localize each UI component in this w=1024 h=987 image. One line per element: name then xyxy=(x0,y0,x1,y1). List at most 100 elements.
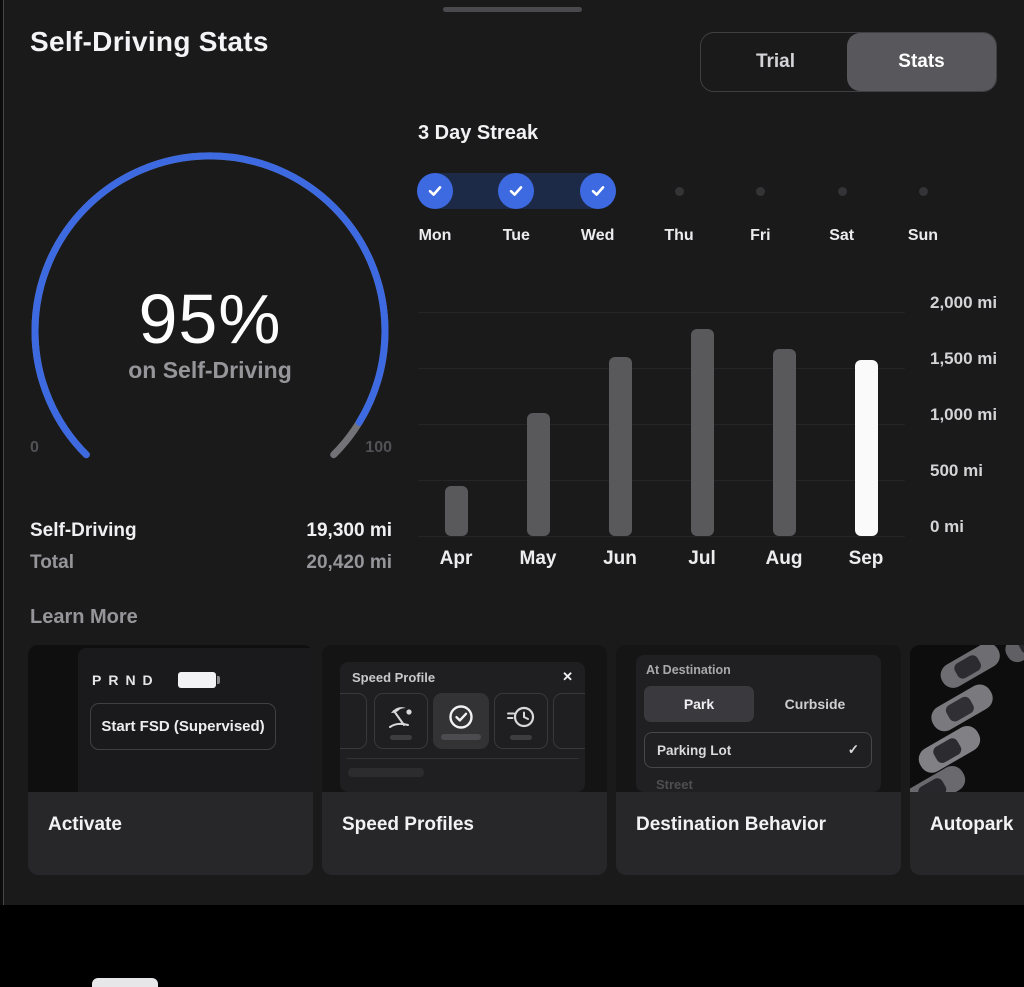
self-driving-gauge: 95% on Self-Driving 0 100 xyxy=(28,149,392,461)
card-autopark-preview xyxy=(910,645,1024,792)
day-label: Sun xyxy=(893,227,953,245)
card-strip: Destination Behavior xyxy=(616,792,901,875)
profile-tile-hurry xyxy=(494,693,548,749)
y-tick: 1,500 mi xyxy=(930,349,1024,369)
tile-caption-placeholder xyxy=(510,735,532,740)
gear-selector-letters: PRND xyxy=(92,672,160,688)
mileage-label: Self-Driving xyxy=(30,520,137,542)
dialog-divider xyxy=(346,758,579,759)
mileage-label: Total xyxy=(30,552,74,574)
card-label: Activate xyxy=(48,814,122,836)
idle-dot-icon xyxy=(675,187,684,196)
check-icon xyxy=(580,173,616,209)
gauge-min-label: 0 xyxy=(30,439,39,457)
card-destination-preview: At Destination Park Curbside Parking Lot… xyxy=(616,645,901,792)
battery-icon xyxy=(178,672,216,688)
speed-clock-icon xyxy=(506,704,536,730)
day-label: Wed xyxy=(568,227,628,245)
y-tick: 500 mi xyxy=(930,461,1024,481)
trial-stats-toggle: Trial Stats xyxy=(700,32,997,92)
check-icon xyxy=(498,173,534,209)
dock-indicator-pill xyxy=(92,978,158,987)
mileage-row-self-driving: Self-Driving 19,300 mi xyxy=(30,515,392,547)
segment-park: Park xyxy=(644,686,754,722)
gear-row: PRND xyxy=(92,672,216,688)
gauge-max-label: 100 xyxy=(348,439,392,457)
close-icon: ✕ xyxy=(562,669,573,685)
check-icon: ✓ xyxy=(848,742,859,758)
card-activate[interactable]: PRND Start FSD (Supervised) Activate xyxy=(28,645,313,875)
dialog-text-placeholder xyxy=(348,768,424,777)
bar-aug xyxy=(744,280,824,536)
bar-apr xyxy=(416,280,496,536)
mileage-value: 20,420 mi xyxy=(306,552,392,574)
x-tick: Sep xyxy=(826,548,906,570)
x-tick: Jun xyxy=(580,548,660,570)
page-title: Self-Driving Stats xyxy=(30,26,269,58)
x-tick: Apr xyxy=(416,548,496,570)
y-tick: 1,000 mi xyxy=(930,405,1024,425)
learn-more-heading: Learn More xyxy=(30,606,138,629)
card-speed-preview: Speed Profile ✕ xyxy=(322,645,607,792)
tile-caption-placeholder xyxy=(390,735,412,740)
card-strip: Autopark xyxy=(910,792,1024,875)
dialog-title: Speed Profile xyxy=(352,670,435,685)
mileage-row-total: Total 20,420 mi xyxy=(30,547,392,579)
next-option-cutoff: Street xyxy=(656,777,693,792)
bar-jul xyxy=(662,280,742,536)
card-strip: Speed Profiles xyxy=(322,792,607,875)
app-dock xyxy=(0,905,1024,987)
card-label: Destination Behavior xyxy=(636,814,826,836)
card-destination-behavior[interactable]: At Destination Park Curbside Parking Lot… xyxy=(616,645,901,875)
card-autopark[interactable]: Autopark xyxy=(910,645,1024,875)
y-tick: 2,000 mi xyxy=(930,293,1024,313)
monthly-miles-bar-chart: Apr May Jun Jul Aug Sep 2,000 mi 1,500 m… xyxy=(418,280,905,580)
idle-dot-icon xyxy=(756,187,765,196)
day-label: Tue xyxy=(486,227,546,245)
tab-trial[interactable]: Trial xyxy=(701,33,850,91)
mileage-value: 19,300 mi xyxy=(306,520,392,542)
card-label: Speed Profiles xyxy=(342,814,474,836)
streak-day-mon: Mon xyxy=(405,173,465,248)
card-label: Autopark xyxy=(930,814,1013,836)
card-activate-preview: PRND Start FSD (Supervised) xyxy=(28,645,313,792)
self-driving-stats-sheet: Self-Driving Stats Trial Stats 3 Day Str… xyxy=(0,0,1024,905)
bar-jun xyxy=(580,280,660,536)
gauge-value: 95% xyxy=(28,279,392,359)
bar-sep xyxy=(826,280,906,536)
check-icon xyxy=(417,173,453,209)
x-tick: May xyxy=(498,548,578,570)
x-tick: Jul xyxy=(662,548,742,570)
card-speed-profiles[interactable]: Speed Profile ✕ xyxy=(322,645,607,875)
day-label: Mon xyxy=(405,227,465,245)
idle-dot-icon xyxy=(919,187,928,196)
streak-day-sat: Sat xyxy=(812,173,872,248)
gear-panel: PRND Start FSD (Supervised) xyxy=(78,648,313,792)
idle-dot-icon xyxy=(838,187,847,196)
dropdown-value: Parking Lot xyxy=(657,743,731,758)
y-tick: 0 mi xyxy=(930,517,1024,537)
card-strip: Activate xyxy=(28,792,313,875)
streak-day-thu: Thu xyxy=(649,173,709,248)
speed-profile-dialog: Speed Profile ✕ xyxy=(340,662,585,792)
profile-tile-partial-right xyxy=(553,693,585,749)
day-label: Sat xyxy=(812,227,872,245)
check-circle-icon xyxy=(448,704,474,730)
mileage-summary: Self-Driving 19,300 mi Total 20,420 mi xyxy=(30,515,392,579)
streak-day-tue: Tue xyxy=(486,173,546,248)
start-fsd-button-preview: Start FSD (Supervised) xyxy=(90,703,276,750)
parked-cars-illustration xyxy=(910,645,1024,792)
tile-caption-placeholder xyxy=(441,734,481,740)
beach-umbrella-icon xyxy=(387,704,415,730)
at-destination-panel: At Destination Park Curbside Parking Lot… xyxy=(636,655,881,792)
profile-tile-standard-selected xyxy=(433,693,489,749)
drag-handle[interactable] xyxy=(443,7,582,12)
section-label: At Destination xyxy=(646,663,731,677)
streak-day-fri: Fri xyxy=(730,173,790,248)
tab-stats[interactable]: Stats xyxy=(847,33,996,91)
profile-tile-chill xyxy=(374,693,428,749)
segment-curbside: Curbside xyxy=(760,686,870,722)
parking-lot-row: Parking Lot ✓ xyxy=(644,732,872,768)
gauge-caption: on Self-Driving xyxy=(28,357,392,384)
streak-day-wed: Wed xyxy=(568,173,628,248)
